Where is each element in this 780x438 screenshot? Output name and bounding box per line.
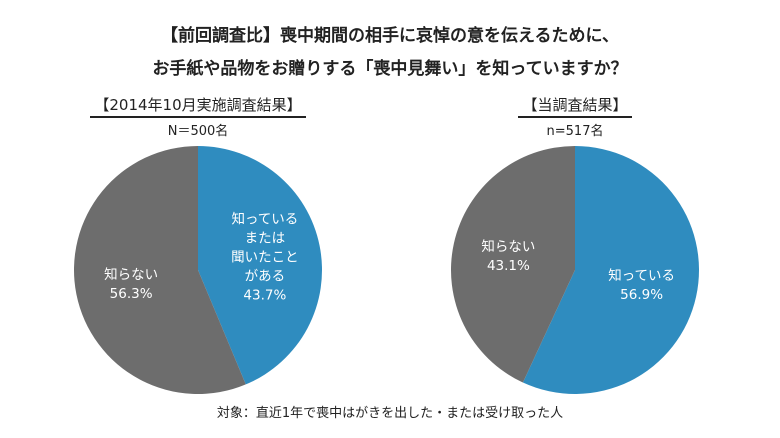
pie-2-title-wrap: 【当調査結果】 xyxy=(425,94,725,118)
footnote: 対象：直近1年で喪中はがきを出した・または受け取った人 xyxy=(216,406,564,421)
pie-2-slice-1-label: 知っている xyxy=(608,267,675,284)
pie-1-slice-2 xyxy=(73,146,246,394)
pie-1-slice-1-label: または xyxy=(245,231,286,247)
pie-2-slice-1 xyxy=(522,146,699,394)
pie-1-title-wrap: 【2014年10月実施調査結果】 xyxy=(48,94,348,118)
pie-2-slice-2-label: 知らない xyxy=(481,238,535,255)
pie-1-slice-1-label: 知っている xyxy=(231,211,298,228)
pie-2-slice-1-value-label: 56.9% xyxy=(620,287,663,303)
pie-1-slice-1 xyxy=(198,146,322,385)
pie-2-title: 【当調査結果】 xyxy=(518,94,632,118)
pie-1-slice-1-label: がある xyxy=(245,269,286,285)
pie-2-sample-size: n=517名 xyxy=(546,124,604,139)
pie-1-title: 【2014年10月実施調査結果】 xyxy=(90,94,306,118)
pie-1-slice-2-value-label: 56.3% xyxy=(110,286,153,302)
pie-2-slice-2 xyxy=(450,146,575,383)
pie-1-slice-1-label: 聞いたこと xyxy=(231,250,299,266)
chart-title-line-1: 【前回調査比】喪中期間の相手に哀悼の意を伝えるために、 xyxy=(161,26,619,46)
pie-2-slice-2-value-label: 43.1% xyxy=(487,258,530,274)
pie-1-slice-1-value-label: 43.7% xyxy=(243,288,286,304)
chart-title-line-2: お手紙や品物をお贈りする「喪中見舞い」を知っていますか？ xyxy=(152,59,628,79)
pie-1-sample-size: N＝500名 xyxy=(167,124,229,139)
pie-1-slice-2-label: 知らない xyxy=(104,266,158,283)
